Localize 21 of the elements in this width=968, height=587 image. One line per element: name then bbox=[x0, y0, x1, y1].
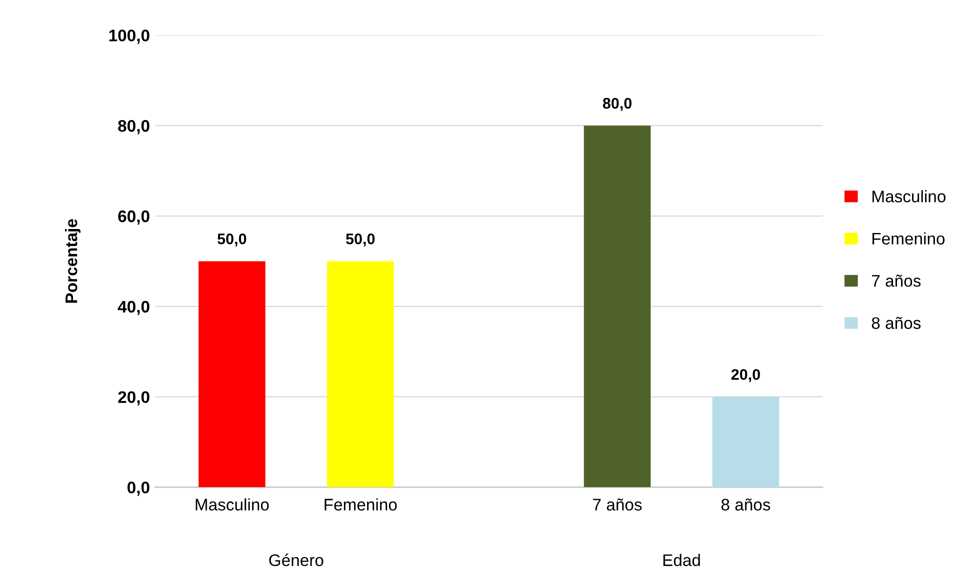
y-tick-label: 60,0 bbox=[118, 210, 150, 225]
x-tick-label: 7 años bbox=[593, 498, 642, 511]
legend-label: 7 años bbox=[872, 274, 921, 287]
y-tick-label: 40,0 bbox=[118, 300, 150, 316]
y-tick-label: 20,0 bbox=[118, 391, 150, 406]
y-axis-title: Porcentaje bbox=[65, 219, 81, 303]
legend-label: 8 años bbox=[872, 316, 921, 329]
y-tick-label: 100,0 bbox=[109, 30, 150, 44]
legend-label: Femenino bbox=[872, 232, 945, 245]
x-tick-label: 8 años bbox=[721, 498, 770, 511]
y-tick-label: 0,0 bbox=[128, 482, 150, 496]
x-tick-label: Masculino bbox=[196, 498, 269, 511]
x-tick-label: Femenino bbox=[324, 498, 397, 511]
y-tick-label: 80,0 bbox=[118, 120, 150, 134]
data-label: 50,0 bbox=[218, 233, 246, 247]
legend-label: Masculino bbox=[872, 190, 946, 202]
data-label: 50,0 bbox=[346, 233, 375, 247]
text: Género bbox=[269, 554, 324, 566]
data-label: 80,0 bbox=[602, 98, 632, 111]
text: Edad bbox=[663, 554, 700, 566]
data-label: 20,0 bbox=[731, 369, 760, 382]
